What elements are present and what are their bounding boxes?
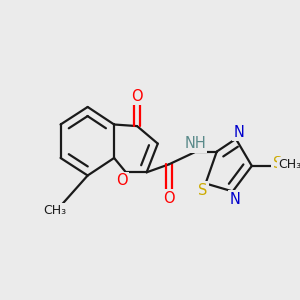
Text: O: O <box>116 173 128 188</box>
Text: CH₃: CH₃ <box>278 158 300 171</box>
Text: NH: NH <box>184 136 206 152</box>
Text: N: N <box>229 192 240 207</box>
Text: CH₃: CH₃ <box>43 204 66 218</box>
Text: S: S <box>273 156 282 171</box>
Text: O: O <box>163 191 175 206</box>
Text: S: S <box>198 183 207 198</box>
Text: N: N <box>233 124 244 140</box>
Text: O: O <box>131 88 143 104</box>
